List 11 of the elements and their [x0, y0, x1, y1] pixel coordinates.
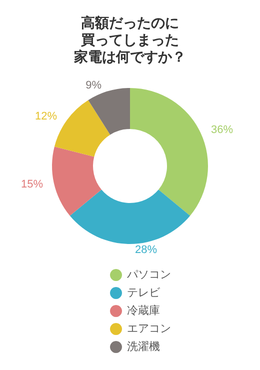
legend-label: 冷蔵庫 — [127, 304, 160, 317]
legend-label: 洗濯機 — [127, 340, 160, 353]
data-label: 28% — [135, 244, 158, 256]
data-label: 15% — [20, 178, 44, 190]
legend-label: エアコン — [127, 323, 171, 335]
data-label: 36% — [211, 124, 234, 136]
data-label: 9% — [86, 79, 102, 92]
legend-label: テレビ — [127, 287, 161, 299]
legend-label: パソコン — [126, 269, 171, 281]
chart-title: 高額だったのに買ってしまった家電は何ですか？ — [73, 14, 186, 66]
data-label: 12% — [35, 110, 58, 123]
